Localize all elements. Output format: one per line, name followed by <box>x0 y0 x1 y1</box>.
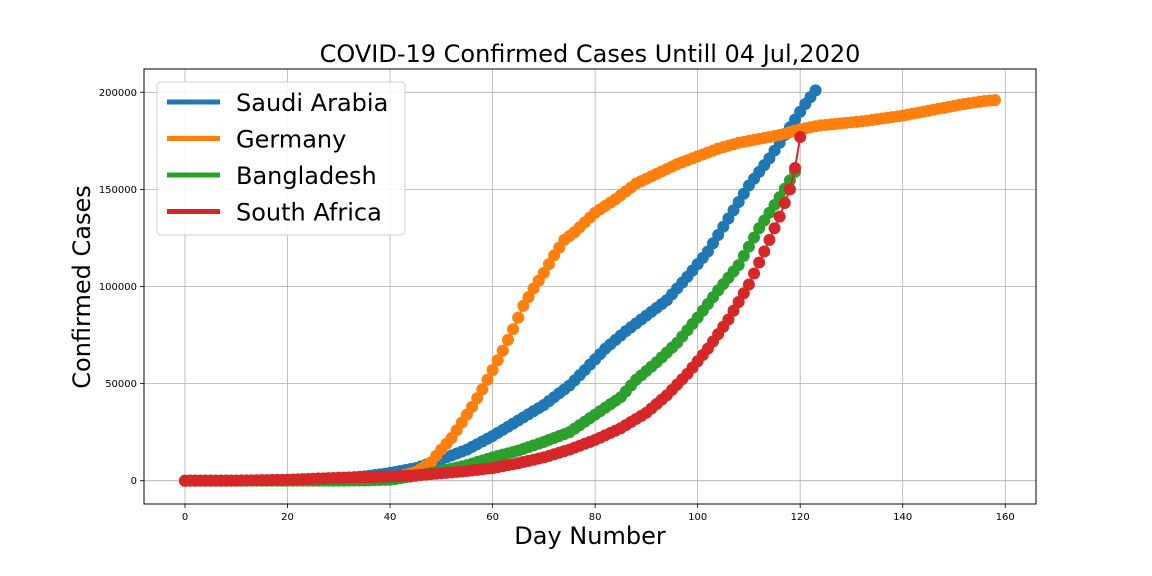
y-tick-label: 150000 <box>99 185 137 196</box>
data-point <box>512 311 525 324</box>
data-point <box>722 313 735 326</box>
data-point <box>486 364 499 377</box>
x-tick-label: 100 <box>688 512 707 523</box>
x-tick-label: 120 <box>791 512 810 523</box>
axis-ticks: 0 20 40 60 80 100 120 140 160 0 50000 100000 150000 2… <box>99 88 1015 523</box>
legend-item: South Africa <box>167 199 382 227</box>
data-point <box>794 130 807 143</box>
series-south-africa <box>179 130 807 487</box>
data-point <box>466 400 479 413</box>
data-point <box>748 267 761 280</box>
x-tick-label: 0 <box>182 512 188 523</box>
y-tick-label: 100000 <box>99 282 137 293</box>
x-tick-label: 40 <box>384 512 397 523</box>
plot-series <box>179 84 1001 487</box>
data-point <box>542 258 555 271</box>
x-tick-label: 60 <box>486 512 499 523</box>
data-point <box>732 259 745 272</box>
y-tick-label: 200000 <box>99 88 137 99</box>
data-point <box>742 278 755 291</box>
data-point <box>758 245 771 258</box>
data-point <box>789 162 802 175</box>
data-point <box>522 291 535 304</box>
data-point <box>496 344 509 357</box>
x-axis-label: Day Number <box>514 522 666 550</box>
data-point <box>809 84 822 97</box>
legend-label: South Africa <box>236 199 382 227</box>
x-tick-label: 20 <box>281 512 294 523</box>
data-point <box>732 296 745 309</box>
data-point <box>783 183 796 196</box>
data-point <box>742 240 755 253</box>
data-point <box>737 287 750 300</box>
legend-label: Saudi Arabia <box>236 89 388 117</box>
data-point <box>517 299 530 312</box>
data-point <box>778 196 791 209</box>
data-point <box>537 266 550 279</box>
data-point <box>507 323 520 336</box>
grid <box>144 69 1036 504</box>
y-tick-label: 50000 <box>105 379 137 390</box>
legend-item: Saudi Arabia <box>167 89 388 117</box>
legend-label: Germany <box>236 126 346 154</box>
y-tick-label: 0 <box>131 476 137 487</box>
data-point <box>753 256 766 269</box>
data-point <box>768 222 781 235</box>
chart-title: COVID-19 Confirmed Cases Untill 04 Jul,2… <box>320 40 861 68</box>
x-tick-label: 160 <box>996 512 1015 523</box>
data-point <box>727 304 740 317</box>
data-point <box>748 231 761 244</box>
data-point <box>471 392 484 405</box>
x-tick-label: 80 <box>589 512 602 523</box>
legend-box <box>156 81 406 236</box>
data-point <box>773 210 786 223</box>
legend-item: Germany <box>167 126 346 154</box>
y-axis-label: Confirmed Cases <box>68 185 96 388</box>
data-point <box>763 233 776 246</box>
data-point <box>476 383 489 396</box>
data-point <box>737 249 750 262</box>
x-tick-label: 140 <box>893 512 912 523</box>
legend-item: Bangladesh <box>167 162 377 190</box>
legend-label: Bangladesh <box>236 162 377 190</box>
legend: Saudi Arabia Germany Bangladesh South Afric… <box>156 81 406 236</box>
data-point <box>491 354 504 367</box>
data-point <box>988 94 1001 107</box>
data-point <box>501 333 514 346</box>
data-point <box>481 373 494 386</box>
